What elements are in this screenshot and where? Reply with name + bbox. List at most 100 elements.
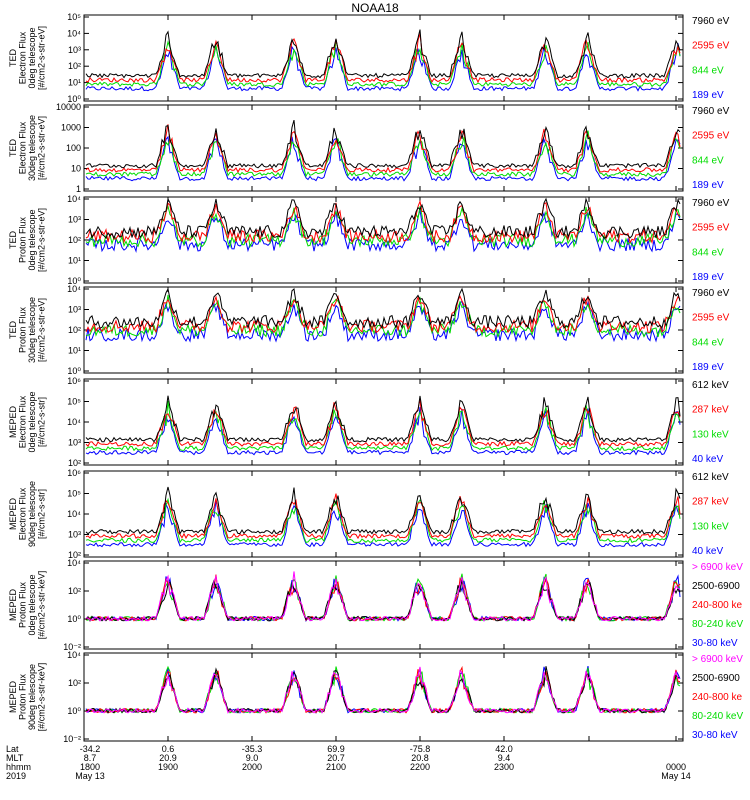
- x-tick-label: 9.4: [498, 753, 511, 763]
- legend-entry: 240-800 ke: [692, 600, 742, 611]
- y-tick-label: 10³: [68, 45, 81, 55]
- y-axis-label: 30deg telescope: [27, 115, 37, 181]
- y-tick-label: 10⁴: [67, 509, 81, 519]
- y-tick-label: 10⁴: [67, 650, 81, 660]
- series-trace: [85, 574, 681, 622]
- legend-entry: 2595 eV: [692, 313, 730, 324]
- y-axis-label: MEPED: [8, 498, 18, 531]
- y-tick-label: 10⁵: [67, 397, 81, 407]
- y-tick-label: 1: [76, 184, 81, 194]
- y-tick-label: 10⁰: [67, 706, 81, 716]
- y-tick-label: 10³: [68, 438, 81, 448]
- series-trace: [85, 665, 681, 714]
- series-trace: [85, 33, 681, 84]
- series-trace: [85, 395, 681, 443]
- y-tick-label: 10²: [68, 458, 81, 468]
- legend-entry: 287 keV: [692, 405, 729, 416]
- legend-entry: 240-800 ke: [692, 692, 742, 703]
- y-tick-label: 10⁻²: [63, 734, 81, 744]
- y-tick-label: 10³: [68, 215, 81, 225]
- legend-entry: 130 keV: [692, 521, 729, 532]
- series-trace: [85, 666, 681, 714]
- y-axis-label: 0deg telescope: [27, 209, 37, 270]
- y-tick-label: 10⁶: [67, 376, 81, 386]
- x-tick-label: 1800: [80, 762, 100, 772]
- series-trace: [85, 571, 681, 622]
- panel-frame: [83, 470, 684, 558]
- legend-entry: 130 keV: [692, 429, 729, 440]
- y-axis-label: Proton Flux: [17, 216, 27, 263]
- series-trace: [85, 119, 681, 169]
- y-axis-label: Proton Flux: [17, 673, 27, 720]
- panel-frame: [83, 652, 684, 742]
- y-tick-label: 1000: [61, 123, 81, 133]
- legend-entry: 844 eV: [692, 247, 724, 258]
- x-tick-label: 42.0: [495, 744, 513, 754]
- legend-entry: 612 keV: [692, 380, 729, 391]
- y-tick-label: 10⁶: [67, 468, 81, 478]
- x-tick-label: 9.0: [246, 753, 259, 763]
- x-tick-label: 20.7: [327, 753, 345, 763]
- series-trace: [85, 199, 681, 245]
- y-tick-label: 10: [71, 164, 81, 174]
- legend-entry: > 6900 keV: [692, 654, 743, 665]
- y-axis-label: [#/cm2-s-str-eV]: [36, 116, 46, 180]
- x-tick-label: 1900: [158, 762, 178, 772]
- series-trace: [85, 294, 681, 334]
- legend-entry: 2595 eV: [692, 223, 730, 234]
- y-axis-label: 30deg telescope: [27, 297, 37, 363]
- panel-frame: [83, 196, 684, 284]
- series-trace: [85, 130, 681, 178]
- y-axis-label: 0deg telescope: [27, 391, 37, 452]
- x-axis-row-label: 2019: [6, 771, 26, 781]
- legend-entry: 30-80 keV: [692, 638, 738, 649]
- y-axis-label: [#/cm2-s-str]: [36, 397, 46, 447]
- y-tick-label: 10⁰: [67, 94, 81, 104]
- series-trace: [85, 287, 681, 330]
- x-tick-label: 2000: [242, 762, 262, 772]
- y-tick-label: 10²: [68, 586, 81, 596]
- legend-entry: 40 keV: [692, 546, 723, 557]
- y-tick-label: 10³: [68, 305, 81, 315]
- panel-frame: [83, 560, 684, 650]
- x-axis-row-label: Lat: [6, 744, 19, 754]
- y-tick-label: 10⁴: [67, 558, 81, 568]
- x-tick-label: 0.6: [162, 744, 175, 754]
- y-axis-label: [#/cm2-s-str-keV]: [36, 663, 46, 732]
- legend-entry: 844 eV: [692, 155, 724, 166]
- legend-entry: 189 eV: [692, 180, 724, 191]
- y-tick-label: 10⁴: [67, 194, 81, 204]
- series-trace: [85, 300, 681, 343]
- series-trace: [85, 665, 681, 714]
- x-tick-label: -35.3: [242, 744, 263, 754]
- series-trace: [85, 497, 681, 544]
- legend-entry: > 6900 keV: [692, 562, 743, 573]
- series-trace: [85, 135, 681, 182]
- y-axis-label: [#/cm2-s-str-eV]: [36, 26, 46, 90]
- y-axis-label: 0deg telescope: [27, 574, 37, 635]
- series-trace: [85, 399, 681, 448]
- y-axis-label: TED: [8, 48, 18, 67]
- series-trace: [85, 500, 681, 548]
- legend-entry: 189 eV: [692, 362, 724, 373]
- y-axis-label: TED: [8, 138, 18, 157]
- y-tick-label: 10²: [68, 325, 81, 335]
- y-axis-label: Proton Flux: [17, 306, 27, 353]
- series-trace: [85, 400, 681, 452]
- legend-entry: 844 eV: [692, 337, 724, 348]
- legend-entry: 189 eV: [692, 90, 724, 101]
- x-axis-row-label: MLT: [6, 753, 24, 763]
- series-trace: [85, 665, 681, 714]
- x-tick-label: 20.9: [159, 753, 177, 763]
- y-tick-label: 10¹: [68, 78, 81, 88]
- x-tick-label: 0000: [666, 762, 686, 772]
- y-axis-label: [#/cm2-s-str-eV]: [36, 208, 46, 272]
- x-tick-label: May 13: [75, 771, 105, 781]
- y-tick-label: 10⁻²: [63, 642, 81, 652]
- y-axis-label: Electron Flux: [17, 487, 27, 540]
- y-axis-label: TED: [8, 230, 18, 249]
- y-axis-label: Electron Flux: [17, 121, 27, 174]
- y-tick-label: 10000: [56, 102, 81, 112]
- y-tick-label: 10⁴: [67, 284, 81, 294]
